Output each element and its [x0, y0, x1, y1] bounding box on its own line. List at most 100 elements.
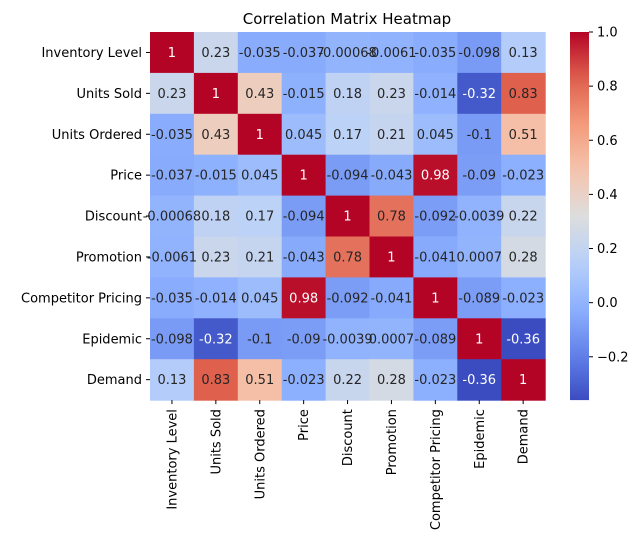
cell-annotation: -0.098 — [151, 332, 193, 347]
cell-annotation: 0.23 — [157, 87, 186, 102]
cell-annotation: -0.089 — [458, 291, 500, 306]
heatmap-cell — [501, 154, 546, 197]
cell-annotation: -0.09 — [287, 332, 321, 347]
heatmap-cell — [413, 72, 458, 115]
cell-annotation: 1 — [387, 250, 395, 265]
heatmap-cell — [281, 72, 327, 115]
heatmap-cell — [457, 318, 502, 360]
cell-annotation: -0.36 — [506, 332, 540, 347]
heatmap-cell — [237, 318, 283, 360]
cell-annotation: 0.17 — [245, 210, 274, 225]
heatmap-cell — [237, 277, 283, 319]
heatmap-cell — [281, 113, 327, 156]
heatmap-cell — [501, 113, 546, 156]
cell-annotation: -0.035 — [151, 291, 193, 306]
cell-annotation: -0.035 — [239, 46, 281, 61]
heatmap-cell — [369, 236, 414, 278]
colorbar-tick-label: 0.2 — [597, 242, 618, 257]
heatmap-cell — [501, 32, 546, 74]
cell-annotation: 0.21 — [245, 250, 274, 265]
y-tick-label: Promotion — [76, 250, 142, 265]
heatmap-cell — [325, 236, 371, 278]
heatmap-cell — [281, 32, 327, 74]
cell-annotation: -0.041 — [370, 291, 412, 306]
cell-annotation: 0.17 — [333, 128, 362, 143]
x-tick-label: Competitor Pricing — [429, 409, 444, 530]
heatmap-cell — [457, 72, 502, 115]
cell-annotation: 0.23 — [201, 250, 230, 265]
heatmap-cell — [281, 195, 327, 238]
heatmap-cells — [150, 32, 546, 401]
heatmap-cell — [193, 277, 239, 319]
heatmap-cell — [369, 154, 414, 197]
colorbar-gradient — [570, 32, 589, 401]
heatmap-cell — [193, 359, 239, 401]
heatmap-cell — [369, 195, 414, 238]
heatmap-cell — [193, 195, 239, 238]
cell-annotation: 0.28 — [377, 373, 406, 388]
cell-annotation: -0.023 — [283, 373, 325, 388]
colorbar-tick-label: −0.2 — [597, 350, 629, 365]
cell-annotation: -0.1 — [467, 128, 492, 143]
cell-annotation: -0.094 — [283, 210, 325, 225]
colorbar-tick-label: 1.0 — [597, 26, 618, 41]
cell-annotation: -0.023 — [502, 169, 544, 184]
cell-annotation: 0.51 — [509, 128, 538, 143]
cell-annotation: -0.014 — [195, 291, 237, 306]
colorbar-tick-label: 0.8 — [597, 80, 618, 95]
cell-annotation: -0.0061 — [147, 250, 197, 265]
cell-annotation: 0.98 — [421, 169, 450, 184]
cell-annotation: -0.00068 — [143, 210, 201, 225]
cell-annotation: -0.0039 — [322, 332, 372, 347]
heatmap-cell — [325, 318, 371, 360]
heatmap-cell — [325, 72, 371, 115]
heatmap-cell — [501, 72, 546, 115]
heatmap-cell — [237, 113, 283, 156]
heatmap-cell — [150, 359, 195, 401]
cell-annotation: -0.1 — [247, 332, 272, 347]
heatmap-cell — [150, 195, 195, 238]
cell-annotation: 0.83 — [201, 373, 230, 388]
heatmap-cell — [237, 195, 283, 238]
cell-annotation: -0.32 — [199, 332, 233, 347]
heatmap-cell — [325, 32, 371, 74]
x-tick-label: Epidemic — [473, 409, 488, 469]
cell-annotation: 0.43 — [201, 128, 230, 143]
cell-annotation: 0.78 — [333, 250, 362, 265]
heatmap-cell — [150, 236, 195, 278]
heatmap-cell — [457, 359, 502, 401]
cell-annotation: -0.037 — [283, 46, 325, 61]
heatmap-cell — [237, 236, 283, 278]
heatmap-cell — [369, 32, 414, 74]
heatmap-cell — [457, 32, 502, 74]
heatmap-cell — [325, 154, 371, 197]
cell-annotation: -0.037 — [151, 169, 193, 184]
cell-annotation: 0.045 — [241, 169, 278, 184]
cell-annotation: 0.0007 — [369, 332, 415, 347]
heatmap-cell — [369, 318, 414, 360]
cell-annotation: 0.51 — [245, 373, 274, 388]
cell-annotation: 0.21 — [377, 128, 406, 143]
heatmap-cell — [150, 277, 195, 319]
heatmap-cell — [369, 359, 414, 401]
cell-annotation: 1 — [475, 332, 483, 347]
y-tick-label: Units Ordered — [52, 128, 142, 143]
cell-annotation: 0.18 — [333, 87, 362, 102]
cell-annotation: -0.36 — [462, 373, 496, 388]
x-tick-label: Price — [297, 409, 312, 441]
cell-annotation: -0.035 — [151, 128, 193, 143]
x-tick-label: Discount — [341, 409, 356, 466]
cell-annotation: 0.78 — [377, 210, 406, 225]
heatmap-cell — [413, 318, 458, 360]
y-tick-label: Discount — [85, 210, 142, 225]
cell-annotation: -0.043 — [283, 250, 325, 265]
colorbar: −0.2 0.0 0.2 0.4 0.6 0.8 1.0 — [570, 26, 629, 401]
cell-annotation: -0.015 — [283, 87, 325, 102]
cell-annotation: -0.0039 — [454, 210, 504, 225]
cell-annotation: -0.09 — [462, 169, 496, 184]
cell-annotation: 0.83 — [509, 87, 538, 102]
colorbar-tick-label: 0.6 — [597, 134, 618, 149]
y-tick-label: Competitor Pricing — [21, 291, 142, 306]
heatmap-cell — [281, 154, 327, 197]
cell-annotation: 0.13 — [509, 46, 538, 61]
